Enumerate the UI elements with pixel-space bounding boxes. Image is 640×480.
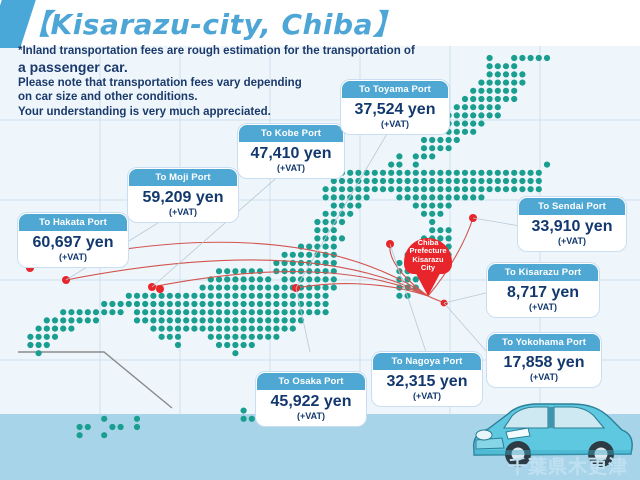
port-callout-title: To Osaka Port [257,373,365,390]
marker-label-line-2: Prefecture [409,246,447,256]
port-callout-title: To Toyama Port [342,81,448,98]
port-callout-vat: (+VAT) [257,411,365,425]
header-white-strip [0,0,640,46]
port-callout-title: To Nagoya Port [373,353,481,370]
note-line-4: on car size and other conditions. [18,91,198,103]
port-callout-title: To Sendai Port [519,198,625,215]
port-callout-fee: 59,209 yen [129,186,237,207]
port-callout-fee: 17,858 yen [488,351,600,372]
watermark-text: 千葉県木更津市 [508,456,629,478]
port-callout-to-kobe-port[interactable]: To Kobe Port 47,410 yen (+VAT) [238,124,344,178]
note-line-5: Your understanding is very much apprecia… [18,105,271,118]
port-callout-vat: (+VAT) [488,302,598,316]
port-callout-vat: (+VAT) [519,236,625,250]
port-callout-to-nagoya-port[interactable]: To Nagoya Port 32,315 yen (+VAT) [372,352,482,406]
port-callout-vat: (+VAT) [19,252,127,266]
marker-tip [412,266,444,296]
port-callout-to-sendai-port[interactable]: To Sendai Port 33,910 yen (+VAT) [518,197,626,251]
port-callout-vat: (+VAT) [373,391,481,405]
page-title: 【Kisarazu-city, Chiba】 [22,8,402,41]
port-callout-to-kisarazu-port[interactable]: To Kisarazu Port 8,717 yen (+VAT) [487,263,599,317]
port-callout-title: To Kobe Port [239,125,343,142]
port-callout-title: To Kisarazu Port [488,264,598,281]
port-callout-fee: 8,717 yen [488,281,598,302]
port-callout-title: To Yokohama Port [488,334,600,351]
port-callout-title: To Moji Port [129,169,237,186]
marker-label: Chiba Prefecture Kisarazu City [404,238,452,273]
port-callout-fee: 45,922 yen [257,390,365,411]
port-callout-fee: 47,410 yen [239,142,343,163]
kisarazu-city-map-marker[interactable]: Chiba Prefecture Kisarazu City [404,238,452,296]
port-callout-vat: (+VAT) [342,119,448,133]
note-line-1: *Inland transportation fees are rough es… [18,45,415,57]
port-callout-fee: 33,910 yen [519,215,625,236]
port-callout-vat: (+VAT) [129,207,237,221]
marker-label-line-1: Chiba [417,238,439,247]
marker-label-line-4: City [420,263,436,273]
disclaimer-note: *Inland transportation fees are rough es… [18,44,488,119]
port-callout-to-hakata-port[interactable]: To Hakata Port 60,697 yen (+VAT) [18,213,128,267]
port-callout-fee: 60,697 yen [19,231,127,252]
port-callout-title: To Hakata Port [19,214,127,231]
port-callout-to-toyama-port[interactable]: To Toyama Port 37,524 yen (+VAT) [341,80,449,134]
passenger-car-illustration [472,403,633,467]
port-callout-fee: 37,524 yen [342,98,448,119]
note-line-2: a passenger car. [18,58,128,75]
port-callout-to-osaka-port[interactable]: To Osaka Port 45,922 yen (+VAT) [256,372,366,426]
port-callout-fee: 32,315 yen [373,370,481,391]
port-callout-to-yokohama-port[interactable]: To Yokohama Port 17,858 yen (+VAT) [487,333,601,387]
port-callout-to-moji-port[interactable]: To Moji Port 59,209 yen (+VAT) [128,168,238,222]
port-callout-vat: (+VAT) [488,372,600,386]
note-line-3: Please note that transportation fees var… [18,76,302,89]
port-callout-vat: (+VAT) [239,163,343,177]
marker-label-line-3: Kisarazu [412,254,444,264]
